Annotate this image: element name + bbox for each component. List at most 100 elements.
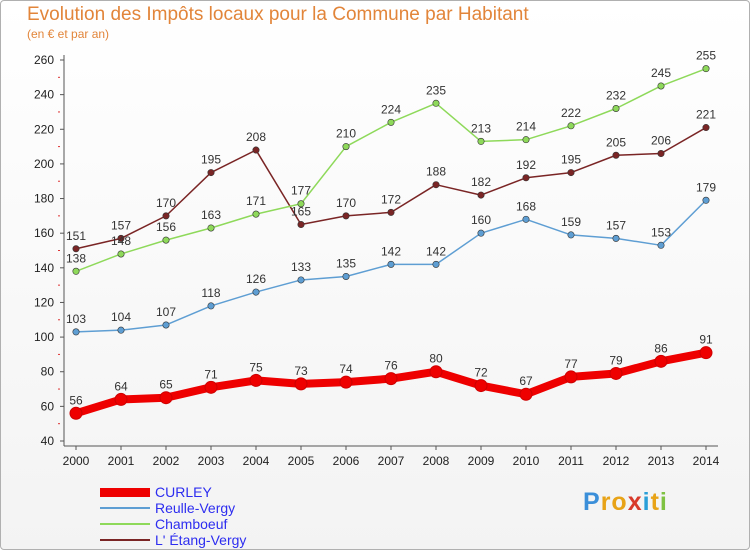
data-label-chamboeuf: 156 xyxy=(156,220,176,234)
data-label-chamboeuf: 222 xyxy=(561,106,581,120)
data-label-chamboeuf: 177 xyxy=(291,184,311,198)
data-label-l-tang-vergy: 205 xyxy=(606,135,626,149)
x-tick-label: 2006 xyxy=(333,454,360,468)
proxiti-logo: Proxiti xyxy=(583,488,668,517)
data-point-chamboeuf xyxy=(252,210,260,218)
data-label-chamboeuf: 210 xyxy=(336,127,356,141)
data-point-curley xyxy=(564,370,578,384)
data-point-chamboeuf xyxy=(612,104,620,112)
data-label-l-tang-vergy: 206 xyxy=(651,134,671,148)
data-label-curley: 71 xyxy=(204,367,218,381)
y-tick-label: 260 xyxy=(34,53,54,67)
data-label-curley: 91 xyxy=(699,333,713,347)
data-point-reulle-vergy xyxy=(657,241,665,249)
data-point-curley xyxy=(519,387,533,401)
data-label-l-tang-vergy: 188 xyxy=(426,165,446,179)
data-point-chamboeuf xyxy=(477,137,485,145)
data-point-chamboeuf xyxy=(342,143,350,151)
x-tick-label: 2013 xyxy=(648,454,675,468)
legend-label: Reulle-Vergy xyxy=(155,500,236,516)
logo-letter: i xyxy=(659,488,668,516)
data-point-curley xyxy=(609,366,623,380)
data-label-chamboeuf: 213 xyxy=(471,121,491,135)
y-tick-label: 60 xyxy=(41,399,55,413)
x-tick-label: 2010 xyxy=(513,454,540,468)
data-label-l-tang-vergy: 221 xyxy=(696,108,716,122)
x-tick-label: 2001 xyxy=(108,454,135,468)
data-point-curley xyxy=(474,379,488,393)
data-point-curley xyxy=(429,365,443,379)
data-point-curley xyxy=(159,391,173,405)
logo-letter: o xyxy=(611,488,628,516)
data-point-reulle-vergy xyxy=(522,215,530,223)
data-point-reulle-vergy xyxy=(117,326,125,334)
data-point-curley xyxy=(699,346,713,360)
data-point-curley xyxy=(249,373,263,387)
x-tick-label: 2007 xyxy=(378,454,405,468)
data-point-chamboeuf xyxy=(387,118,395,126)
data-label-l-tang-vergy: 151 xyxy=(66,229,86,243)
data-point-chamboeuf xyxy=(657,82,665,90)
data-label-chamboeuf: 232 xyxy=(606,88,626,102)
data-point-reulle-vergy xyxy=(567,231,575,239)
data-point-reulle-vergy xyxy=(477,229,485,237)
data-point-l-tang-vergy xyxy=(567,169,575,177)
y-tick-label: 180 xyxy=(34,192,54,206)
y-tick-label: 220 xyxy=(34,122,54,136)
data-label-reulle-vergy: 142 xyxy=(426,244,446,258)
data-point-l-tang-vergy xyxy=(522,174,530,182)
data-label-chamboeuf: 214 xyxy=(516,120,536,134)
data-point-curley xyxy=(204,380,218,394)
data-label-l-tang-vergy: 172 xyxy=(381,192,401,206)
y-tick-label: 80 xyxy=(41,365,55,379)
data-label-reulle-vergy: 159 xyxy=(561,215,581,229)
data-label-reulle-vergy: 103 xyxy=(66,312,86,326)
data-point-l-tang-vergy xyxy=(387,208,395,216)
data-point-chamboeuf xyxy=(297,200,305,208)
data-label-chamboeuf: 235 xyxy=(426,83,446,97)
data-label-curley: 75 xyxy=(249,360,263,374)
legend-item-reulle-vergy: Reulle-Vergy xyxy=(100,501,235,515)
data-point-chamboeuf xyxy=(522,136,530,144)
data-label-reulle-vergy: 157 xyxy=(606,218,626,232)
data-point-chamboeuf xyxy=(207,224,215,232)
data-point-chamboeuf xyxy=(567,122,575,130)
data-point-curley xyxy=(294,377,308,391)
data-label-reulle-vergy: 133 xyxy=(291,260,311,274)
data-point-l-tang-vergy xyxy=(477,191,485,199)
data-point-curley xyxy=(384,372,398,386)
data-point-reulle-vergy xyxy=(297,276,305,284)
data-label-curley: 86 xyxy=(654,341,668,355)
data-label-curley: 65 xyxy=(159,378,173,392)
data-point-chamboeuf xyxy=(432,99,440,107)
data-point-l-tang-vergy xyxy=(702,124,710,132)
data-label-curley: 77 xyxy=(564,357,578,371)
data-label-curley: 56 xyxy=(69,393,83,407)
data-label-curley: 74 xyxy=(339,362,353,376)
data-label-chamboeuf: 138 xyxy=(66,251,86,265)
y-tick-label: 100 xyxy=(34,330,54,344)
x-tick-label: 2003 xyxy=(198,454,225,468)
data-label-reulle-vergy: 179 xyxy=(696,180,716,194)
legend-swatch xyxy=(100,507,150,509)
data-point-curley xyxy=(654,354,668,368)
y-tick-label: 160 xyxy=(34,226,54,240)
legend-swatch xyxy=(100,487,150,497)
data-point-l-tang-vergy xyxy=(207,169,215,177)
x-tick-label: 2004 xyxy=(243,454,270,468)
data-point-reulle-vergy xyxy=(702,196,710,204)
y-tick-label: 240 xyxy=(34,88,54,102)
data-label-chamboeuf: 255 xyxy=(696,49,716,63)
data-label-curley: 76 xyxy=(384,359,398,373)
data-point-chamboeuf xyxy=(72,267,80,275)
data-label-reulle-vergy: 160 xyxy=(471,213,491,227)
data-point-reulle-vergy xyxy=(207,302,215,310)
data-point-curley xyxy=(339,375,353,389)
data-label-curley: 73 xyxy=(294,364,308,378)
x-tick-label: 2014 xyxy=(693,454,720,468)
x-tick-label: 2005 xyxy=(288,454,315,468)
data-point-curley xyxy=(69,406,83,420)
data-point-chamboeuf xyxy=(702,65,710,73)
data-label-reulle-vergy: 168 xyxy=(516,199,536,213)
